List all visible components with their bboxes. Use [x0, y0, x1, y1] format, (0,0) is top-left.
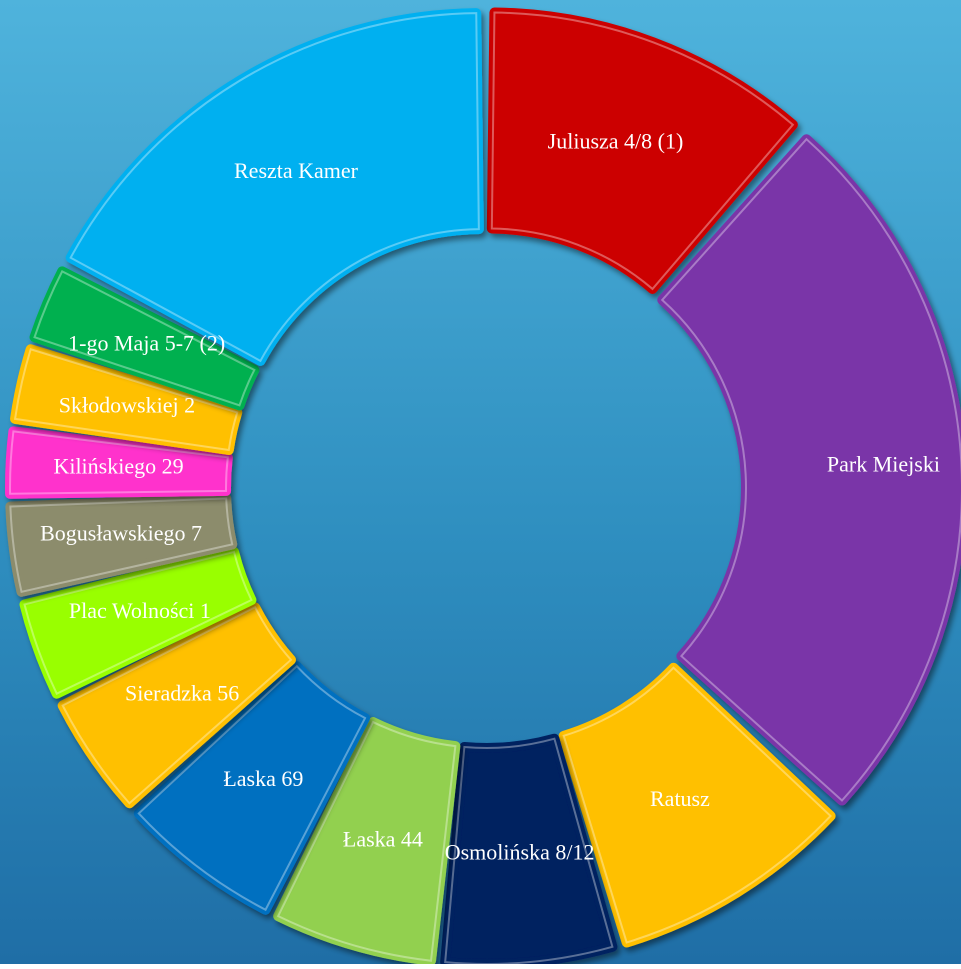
slice-label: Sieradzka 56	[125, 681, 239, 706]
slice-bevel	[13, 347, 239, 452]
donut-slice	[29, 266, 260, 411]
slice-bevel	[23, 550, 253, 695]
slice-label: Skłodowskiej 2	[59, 392, 195, 417]
slice-bevel	[61, 605, 293, 805]
donut-slice	[57, 602, 296, 809]
slice-bevel	[490, 11, 795, 291]
slice-bevel	[69, 12, 480, 363]
slice-label: Juliusza 4/8 (1)	[548, 129, 684, 154]
slice-label: Ratusz	[650, 786, 710, 811]
slice-label: Plac Wolności 1	[69, 598, 211, 623]
slice-label: Bogusławskiego 7	[40, 521, 202, 546]
slice-bevel	[137, 664, 367, 912]
slice-bevel	[562, 666, 833, 944]
donut-slice	[65, 8, 484, 366]
donut-slice	[5, 493, 238, 597]
donut-slice	[558, 662, 836, 948]
slice-bevel	[660, 137, 961, 802]
slice-bevel	[9, 497, 234, 594]
slice-label: Reszta Kamer	[234, 158, 359, 183]
donut-slice	[440, 733, 618, 969]
slice-label: Park Miejski	[827, 452, 940, 477]
slice-bevel	[33, 270, 256, 407]
slice-label: Łaska 69	[223, 766, 303, 791]
slice-label: Łaska 44	[343, 826, 423, 851]
donut-slice	[10, 344, 243, 455]
donut-slice	[133, 661, 371, 915]
donut-slice	[657, 134, 961, 806]
donut-slice	[486, 7, 798, 294]
donut-slice	[19, 546, 257, 699]
slice-bevel	[444, 737, 614, 965]
slice-label: Kilińskiego 29	[53, 453, 183, 478]
slice-bevel	[276, 720, 457, 962]
slice-label: Osmolińska 8/12	[445, 840, 595, 865]
donut-slice	[5, 426, 233, 499]
slice-label: 1-go Maja 5-7 (2)	[68, 331, 225, 356]
slice-bevel	[9, 430, 229, 495]
donut-slice	[273, 717, 461, 966]
